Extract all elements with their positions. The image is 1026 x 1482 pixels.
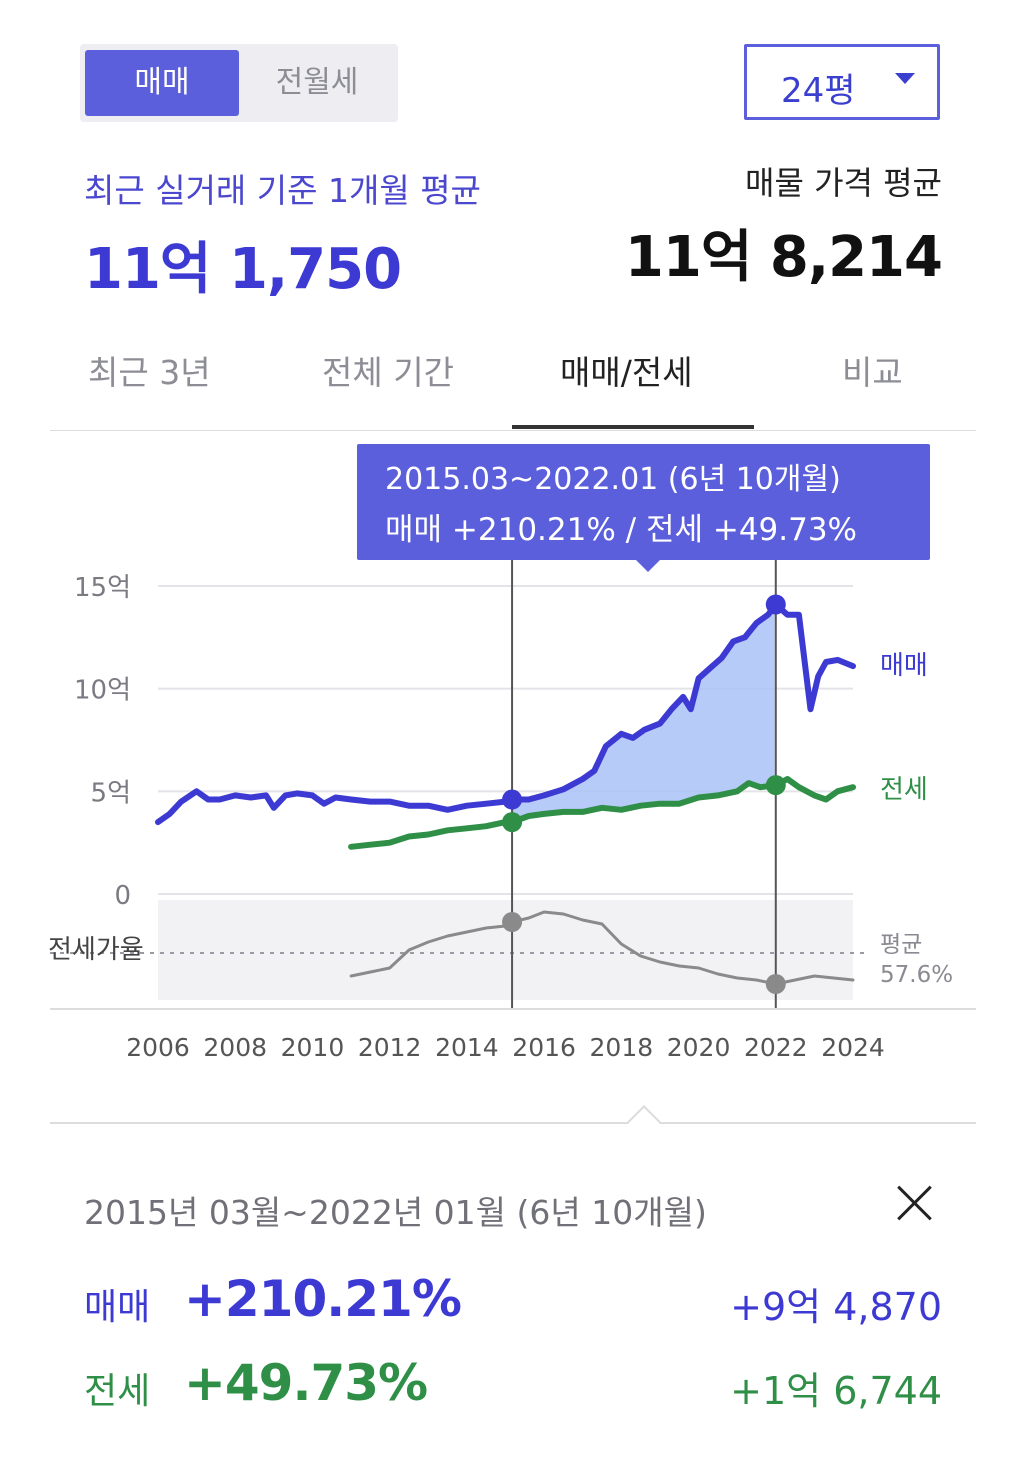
- ratio-average-label: 평균: [880, 932, 922, 958]
- jeonse-point: [502, 812, 523, 833]
- legend-sale: 매매: [880, 651, 928, 681]
- toggle-sale[interactable]: 매매: [85, 50, 239, 116]
- x-tick-label: 2018: [590, 1033, 654, 1062]
- y-tick-label: 0: [114, 881, 131, 911]
- jeonse-change-percent: +49.73%: [184, 1354, 428, 1412]
- sale-line: [155, 601, 856, 826]
- jeonse-change-amount: +1억 6,744: [730, 1369, 942, 1413]
- sale-label: 매매: [84, 1287, 151, 1328]
- ratio-average-value: 57.6%: [880, 962, 953, 988]
- range-fill-area: [512, 606, 775, 823]
- detail-period: 2015년 03월~2022년 01월 (6년 10개월): [84, 1193, 707, 1232]
- x-tick-label: 2008: [203, 1033, 267, 1062]
- ratio-point: [502, 912, 523, 932]
- close-icon[interactable]: [892, 1180, 938, 1226]
- x-tick-label: 2020: [667, 1033, 731, 1062]
- active-tab-indicator: [512, 425, 754, 429]
- y-tick-label: 10억: [74, 676, 131, 706]
- x-tick-label: 2022: [744, 1033, 808, 1062]
- tooltip-tail: [635, 559, 661, 572]
- x-tick-label: 2024: [821, 1033, 885, 1062]
- x-tick-label: 2006: [126, 1033, 190, 1062]
- caret-down-icon: [895, 73, 915, 84]
- sale-change-amount: +9억 4,870: [730, 1285, 942, 1329]
- tab-recent-3y[interactable]: 최근 3년: [88, 353, 211, 392]
- recent-average-value: 11억 1,750: [84, 237, 402, 302]
- x-tick-label: 2014: [435, 1033, 499, 1062]
- tab-all-period[interactable]: 전체 기간: [322, 353, 454, 392]
- ratio-point: [765, 974, 786, 994]
- tooltip-change: 매매 +210.21% / 전세 +49.73%: [385, 512, 858, 548]
- tab-sale-jeonse[interactable]: 매매/전세: [560, 353, 693, 392]
- y-tick-label: 5억: [91, 778, 131, 808]
- size-dropdown-value: 24평: [781, 71, 856, 111]
- size-dropdown[interactable]: 24평: [744, 44, 940, 120]
- listing-average-label: 매물 가격 평균: [745, 164, 942, 202]
- tab-compare[interactable]: 비교: [842, 353, 903, 392]
- tab-divider: [50, 430, 976, 431]
- x-tick-label: 2016: [512, 1033, 576, 1062]
- tooltip-period: 2015.03~2022.01 (6년 10개월): [385, 462, 841, 497]
- recent-average-label: 최근 실거래 기준 1개월 평균: [84, 171, 481, 210]
- jeonse-point: [765, 775, 786, 796]
- sale-point: [502, 789, 523, 810]
- jeonse-label: 전세: [84, 1371, 151, 1412]
- jeonse-line: [348, 776, 856, 850]
- y-tick-label: 15억: [74, 573, 131, 603]
- detail-pointer: [627, 1105, 661, 1139]
- x-tick-label: 2010: [281, 1033, 345, 1062]
- range-tooltip: 2015.03~2022.01 (6년 10개월) 매매 +210.21% / …: [357, 444, 930, 572]
- trade-type-toggle: 매매 전월세: [80, 44, 398, 122]
- toggle-rent[interactable]: 전월세: [275, 65, 359, 100]
- legend-jeonse: 전세: [880, 775, 928, 805]
- listing-average-value: 11억 8,214: [624, 225, 943, 290]
- sale-change-percent: +210.21%: [184, 1270, 462, 1328]
- ratio-label: 전세가율: [48, 935, 144, 965]
- sale-point: [765, 594, 786, 615]
- x-tick-label: 2012: [358, 1033, 422, 1062]
- detail-divider: [50, 1122, 976, 1124]
